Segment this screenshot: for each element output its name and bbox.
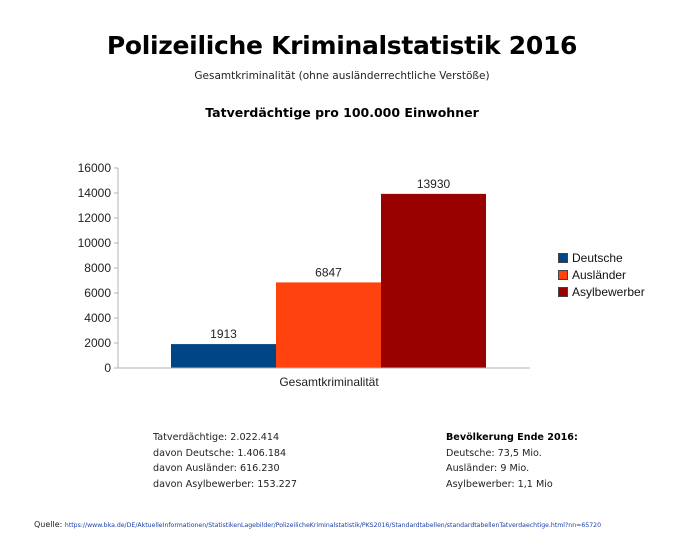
population-stats: Bevölkerung Ende 2016: Deutsche: 73,5 Mi… bbox=[446, 430, 578, 492]
bar-asylbewerber bbox=[381, 193, 486, 368]
legend-swatch-auslaender bbox=[558, 270, 568, 280]
source-citation: Quelle: https://www.bka.de/DE/AktuelleIn… bbox=[34, 520, 601, 529]
y-tick-label: 4000 bbox=[84, 311, 111, 325]
source-link[interactable]: https://www.bka.de/DE/AktuelleInformatio… bbox=[64, 522, 602, 529]
data-label: 6847 bbox=[315, 265, 342, 279]
y-tick-label: 8000 bbox=[84, 261, 111, 275]
population-heading: Bevölkerung Ende 2016: bbox=[446, 432, 578, 443]
y-axis: 0 2000 4000 6000 8000 10000 12000 14000 16000 bbox=[78, 161, 119, 375]
x-category-label: Gesamtkriminalität bbox=[279, 375, 379, 389]
bar-chart: 0 2000 4000 6000 8000 10000 12000 14000 16000 19… bbox=[78, 161, 530, 389]
page-title: Polizeiliche Kriminalstatistik 2016 bbox=[106, 31, 578, 60]
legend-item-asylbewerber: Asylbewerber bbox=[558, 284, 645, 300]
legend-label-auslaender: Ausländer bbox=[572, 268, 627, 282]
suspects-stats: Tatverdächtige: 2.022.414 davon Deutsche… bbox=[153, 430, 297, 492]
y-tick-label: 16000 bbox=[78, 161, 112, 175]
source-label: Quelle: bbox=[34, 520, 63, 529]
y-tick-label: 12000 bbox=[78, 211, 112, 225]
stats-line-deutsche: davon Deutsche: 1.406.184 bbox=[153, 447, 287, 459]
data-label: 13930 bbox=[417, 177, 451, 191]
y-tick-label: 0 bbox=[104, 361, 111, 375]
legend-label-deutsche: Deutsche bbox=[572, 251, 623, 265]
bars: 1913 6847 13930 bbox=[171, 177, 486, 368]
population-line-asylbewerber: Asylbewerber: 1,1 Mio bbox=[446, 478, 553, 490]
legend-item-deutsche: Deutsche bbox=[558, 250, 645, 266]
legend-swatch-asylbewerber bbox=[558, 287, 568, 297]
y-tick-label: 10000 bbox=[78, 236, 112, 250]
y-tick-label: 6000 bbox=[84, 286, 111, 300]
population-line-auslaender: Ausländer: 9 Mio. bbox=[446, 463, 530, 474]
stats-line-auslaender: davon Ausländer: 616.230 bbox=[153, 463, 280, 474]
chart-title: Tatverdächtige pro 100.000 Einwohner bbox=[205, 105, 479, 120]
x-axis: Gesamtkriminalität bbox=[118, 367, 530, 389]
data-label: 1913 bbox=[210, 327, 237, 341]
stats-line-asylbewerber: davon Asylbewerber: 153.227 bbox=[153, 478, 297, 490]
legend-swatch-deutsche bbox=[558, 253, 568, 263]
page-subtitle: Gesamtkriminalität (ohne ausländerrechtl… bbox=[194, 70, 490, 82]
population-line-deutsche: Deutsche: 73,5 Mio. bbox=[446, 447, 542, 459]
bar-ausländer bbox=[276, 282, 381, 368]
stats-line-total: Tatverdächtige: 2.022.414 bbox=[153, 432, 280, 443]
bar-deutsche bbox=[171, 344, 276, 368]
legend-label-asylbewerber: Asylbewerber bbox=[572, 285, 645, 299]
y-tick-label: 14000 bbox=[78, 186, 112, 200]
y-tick-label: 2000 bbox=[84, 336, 111, 350]
legend-item-auslaender: Ausländer bbox=[558, 267, 645, 283]
chart-legend: Deutsche Ausländer Asylbewerber bbox=[558, 250, 645, 301]
